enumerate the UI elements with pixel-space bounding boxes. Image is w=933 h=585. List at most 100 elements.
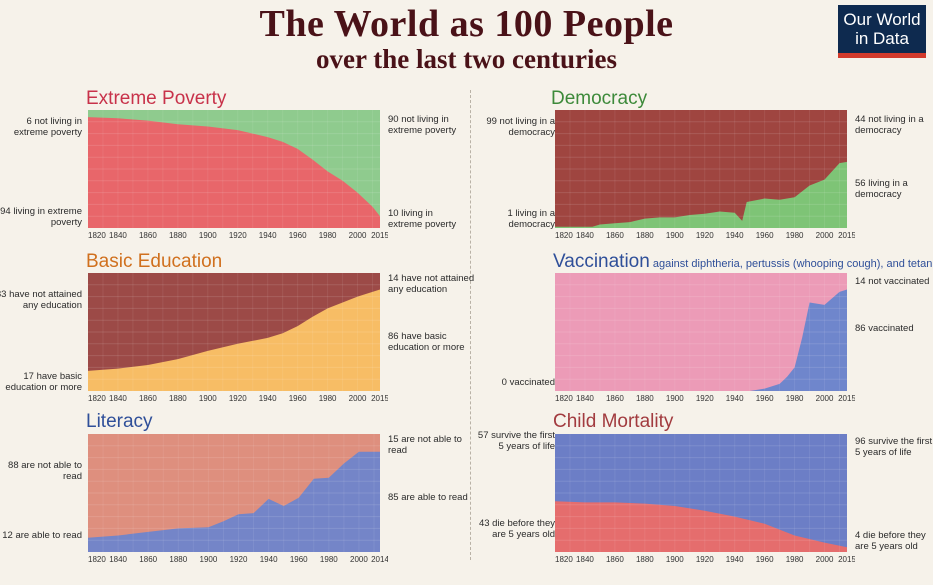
mortality-label-bottom-right: 4 die before they are 5 years old bbox=[855, 530, 926, 552]
education-plot: 1820 1840 1860 1880 1900 1920 1940 1960 1980 2000… bbox=[88, 273, 388, 405]
democracy-xtick-label: 1940 bbox=[726, 231, 744, 240]
mortality-xtick-label: 1920 bbox=[696, 555, 714, 564]
mortality-xtick-label: 1980 bbox=[786, 555, 804, 564]
vaccination-xtick-label: 1920 bbox=[696, 394, 714, 403]
literacy-xtick-label: 1900 bbox=[200, 555, 218, 564]
poverty-xtick-label: 1900 bbox=[199, 231, 217, 240]
literacy-chart: 1820 1840 1860 1880 1900 1920 1940 1960 1980 2000… bbox=[88, 434, 388, 564]
vaccination-xtick-label: 1960 bbox=[756, 394, 774, 403]
vaccination-xtick-label: 1860 bbox=[606, 394, 624, 403]
democracy-title: Democracy bbox=[551, 88, 647, 110]
vaccination-xtick-label: 1900 bbox=[666, 394, 684, 403]
poverty-title: Extreme Poverty bbox=[86, 88, 226, 110]
poverty-xtick-label: 1920 bbox=[229, 231, 247, 240]
poverty-title-text: Extreme Poverty bbox=[86, 88, 227, 109]
education-label-bottom-right: 86 have basic education or more bbox=[388, 331, 465, 353]
vaccination-xtick-label: 1880 bbox=[636, 394, 654, 403]
democracy-label-top-left: 99 not living in a democracy bbox=[486, 116, 555, 138]
democracy-label-bottom-left: 1 living in a democracy bbox=[507, 208, 555, 230]
vaccination-chart: 1820 1840 1860 1880 1900 1920 1940 1960 1980 2000… bbox=[555, 273, 855, 403]
vaccination-xtick-label: 2000 bbox=[816, 394, 834, 403]
vaccination-xtick-label: 1980 bbox=[786, 394, 804, 403]
mortality-label-bottom-left: 43 die before they are 5 years old bbox=[478, 518, 555, 540]
owid-logo[interactable]: Our World in Data bbox=[838, 5, 926, 58]
democracy-chart: 1820 1840 1860 1880 1900 1920 1940 1960 1980 2000… bbox=[555, 110, 855, 240]
education-label-top-left: 83 have not attained any education bbox=[0, 289, 82, 311]
literacy-xtick-label: 1980 bbox=[320, 555, 338, 564]
page-title: The World as 100 People bbox=[259, 3, 674, 45]
mortality-title: Child Mortality bbox=[553, 411, 673, 433]
mortality-title-text: Child Mortality bbox=[553, 411, 674, 432]
mortality-xtick-label: 2015 bbox=[838, 555, 855, 564]
poverty-xtick-label: 1960 bbox=[289, 231, 307, 240]
literacy-title-text: Literacy bbox=[86, 411, 153, 432]
democracy-xtick-label: 1880 bbox=[636, 231, 654, 240]
poverty-chart: 1820 1840 1860 1880 1900 1920 1940 1960 1980 2000… bbox=[88, 110, 388, 240]
mortality-bottom-area bbox=[555, 501, 847, 552]
democracy-xtick-label: 1820 bbox=[555, 231, 573, 240]
literacy-xtick-label: 1940 bbox=[260, 555, 278, 564]
vaccination-xtick-label: 1840 bbox=[576, 394, 594, 403]
mortality-label-top-left: 57 survive the first 5 years of life bbox=[477, 430, 555, 452]
education-xtick-label: 1920 bbox=[229, 394, 247, 403]
mortality-chart: 1820 1840 1860 1880 1900 1920 1940 1960 1980 2000… bbox=[555, 434, 855, 564]
literacy-label-top-right: 15 are not able to read bbox=[388, 434, 462, 456]
education-xtick-label: 1880 bbox=[169, 394, 187, 403]
education-title: Basic Education bbox=[86, 251, 222, 273]
literacy-xtick-label: 1840 bbox=[109, 555, 127, 564]
literacy-label-top-left: 88 are not able to read bbox=[8, 460, 82, 482]
poverty-xtick-label: 1860 bbox=[139, 231, 157, 240]
poverty-xtick-label: 1880 bbox=[169, 231, 187, 240]
literacy-label-bottom-left: 12 are able to read bbox=[2, 530, 82, 541]
vaccination-title: Vaccination against diphtheria, pertussi… bbox=[553, 251, 933, 273]
literacy-plot: 1820 1840 1860 1880 1900 1920 1940 1960 1980 2000… bbox=[88, 434, 388, 566]
literacy-title: Literacy bbox=[86, 411, 153, 433]
democracy-plot: 1820 1840 1860 1880 1900 1920 1940 1960 1980 2000… bbox=[555, 110, 855, 242]
democracy-xtick-label: 1900 bbox=[666, 231, 684, 240]
vaccination-plot: 1820 1840 1860 1880 1900 1920 1940 1960 1980 2000… bbox=[555, 273, 855, 405]
vaccination-bottom-area bbox=[555, 289, 847, 391]
mortality-gridlines bbox=[555, 434, 847, 552]
mortality-xtick-label: 1900 bbox=[666, 555, 684, 564]
poverty-label-top-left: 6 not living in extreme poverty bbox=[13, 116, 82, 138]
education-xtick-label: 2000 bbox=[349, 394, 367, 403]
mortality-xtick-label: 1860 bbox=[606, 555, 624, 564]
vaccination-label-top-right: 14 not vaccinated bbox=[855, 276, 930, 287]
education-xtick-label: 2015 bbox=[371, 394, 388, 403]
democracy-xtick-label: 1980 bbox=[786, 231, 804, 240]
poverty-gridlines bbox=[88, 110, 380, 228]
democracy-xtick-label: 1840 bbox=[576, 231, 594, 240]
vaccination-subtitle: against diphtheria, pertussis (whooping … bbox=[649, 258, 933, 270]
literacy-xtick-label: 2000 bbox=[350, 555, 368, 564]
vaccination-xtick-label: 1820 bbox=[555, 394, 573, 403]
vaccination-title-text: Vaccination bbox=[553, 251, 650, 272]
mortality-xtick-label: 1840 bbox=[576, 555, 594, 564]
literacy-xtick-label: 1860 bbox=[139, 555, 157, 564]
page-subtitle: over the last two centuries bbox=[316, 44, 617, 74]
education-xtick-label: 1820 bbox=[88, 394, 106, 403]
poverty-xtick-label: 1840 bbox=[109, 231, 127, 240]
logo-line-2: in Data bbox=[855, 29, 909, 48]
democracy-xtick-label: 1860 bbox=[606, 231, 624, 240]
mortality-xtick-label: 2000 bbox=[816, 555, 834, 564]
poverty-bottom-area bbox=[88, 117, 380, 228]
literacy-xtick-label: 1920 bbox=[230, 555, 248, 564]
poverty-plot: 1820 1840 1860 1880 1900 1920 1940 1960 1980 2000… bbox=[88, 110, 388, 242]
mortality-plot: 1820 1840 1860 1880 1900 1920 1940 1960 1980 2000… bbox=[555, 434, 855, 566]
mortality-label-top-right: 96 survive the first 5 years of life bbox=[855, 436, 933, 458]
democracy-xtick-label: 1920 bbox=[696, 231, 714, 240]
mortality-xtick-label: 1880 bbox=[636, 555, 654, 564]
education-xtick-label: 1980 bbox=[319, 394, 337, 403]
vaccination-gridlines bbox=[555, 273, 847, 391]
education-bottom-area bbox=[88, 289, 380, 391]
poverty-xtick-label: 1940 bbox=[259, 231, 277, 240]
education-xtick-label: 1840 bbox=[109, 394, 127, 403]
democracy-bottom-area bbox=[555, 161, 847, 228]
logo-line-1: Our World bbox=[843, 10, 921, 29]
education-gridlines bbox=[88, 273, 380, 391]
poverty-xtick-label: 1980 bbox=[319, 231, 337, 240]
education-xtick-label: 1960 bbox=[289, 394, 307, 403]
vaccination-xtick-label: 1940 bbox=[726, 394, 744, 403]
literacy-xtick-label: 2014 bbox=[371, 555, 388, 564]
democracy-gridlines bbox=[555, 110, 847, 228]
